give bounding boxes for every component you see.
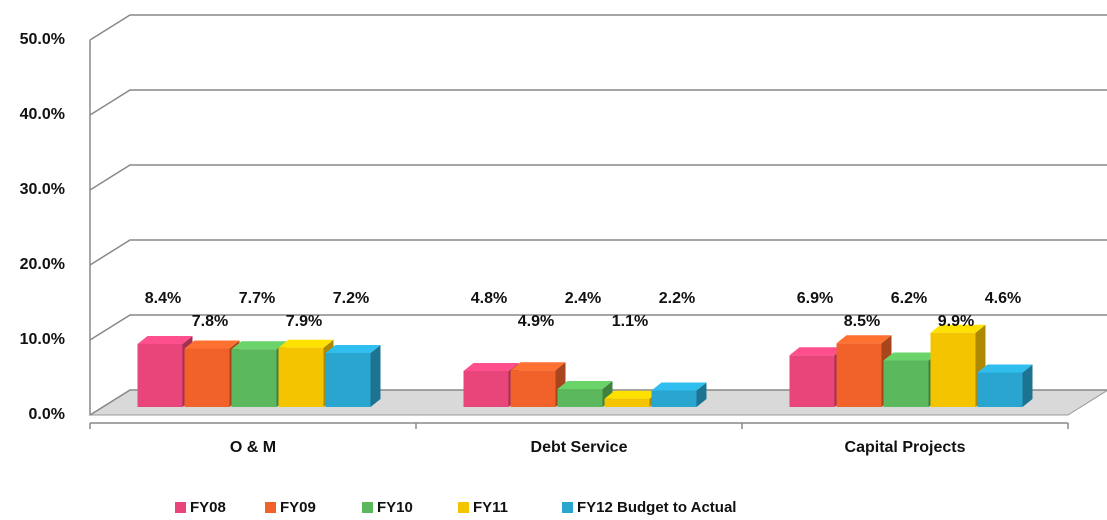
data-label: 4.9% <box>518 313 554 330</box>
bar-top <box>278 339 334 348</box>
bar <box>557 389 603 407</box>
bar <box>325 353 371 407</box>
bar-top <box>184 340 240 349</box>
bar-top <box>883 352 939 361</box>
grid-line <box>89 164 1107 191</box>
data-label: 2.4% <box>565 290 601 307</box>
bar-top <box>836 335 892 344</box>
data-label: 6.9% <box>797 290 833 307</box>
bar-side <box>696 382 707 407</box>
data-label: 7.9% <box>286 313 322 330</box>
legend-label: FY09 <box>280 499 316 516</box>
bar-top <box>930 324 986 333</box>
bar <box>278 347 324 407</box>
bar <box>137 344 183 407</box>
y-tick-label: 30.0% <box>20 181 65 198</box>
data-label: 7.7% <box>239 290 275 307</box>
grid-line <box>89 14 1107 41</box>
legend-swatch <box>458 502 469 513</box>
grid-line <box>89 389 1107 416</box>
data-label: 7.2% <box>333 290 369 307</box>
data-label: 9.9% <box>938 313 974 330</box>
grid-line <box>89 314 1107 341</box>
data-label: 2.2% <box>659 290 695 307</box>
legend-label: FY12 Budget to Actual <box>577 499 736 516</box>
x-tick-label: Debt Service <box>531 439 628 456</box>
bar <box>463 371 509 407</box>
bar-side <box>370 345 381 407</box>
data-label: 4.6% <box>985 290 1021 307</box>
bar <box>510 370 556 407</box>
bar <box>977 372 1023 407</box>
y-tick-label: 50.0% <box>20 31 65 48</box>
bar <box>883 360 929 407</box>
bar <box>184 348 230 407</box>
bar-top <box>977 364 1033 373</box>
data-label: 6.2% <box>891 290 927 307</box>
bar-top <box>325 345 381 353</box>
bar-top <box>789 347 845 356</box>
bar <box>651 390 697 407</box>
data-label: 1.1% <box>612 313 648 330</box>
y-tick-label: 20.0% <box>20 256 65 273</box>
bar <box>604 398 650 407</box>
x-tick-label: O & M <box>230 439 276 456</box>
bar-top <box>510 362 566 371</box>
bar-side <box>1022 364 1033 407</box>
bar-top <box>231 341 287 350</box>
bar <box>231 349 277 407</box>
legend-label: FY10 <box>377 499 413 516</box>
bar-top <box>557 381 613 389</box>
bar-top <box>651 382 707 391</box>
bar-top <box>604 390 660 399</box>
bar-top <box>137 336 193 344</box>
grid-line <box>89 89 1107 116</box>
legend-label: FY08 <box>190 499 226 516</box>
x-tick-label: Capital Projects <box>845 439 966 456</box>
legend-swatch <box>362 502 373 513</box>
bar-top <box>463 363 519 371</box>
legend-swatch <box>175 502 186 513</box>
data-label: 8.5% <box>844 313 880 330</box>
grid-line <box>89 239 1107 266</box>
y-tick-label: 10.0% <box>20 331 65 348</box>
y-tick-label: 40.0% <box>20 106 65 123</box>
legend-swatch <box>265 502 276 513</box>
data-label: 8.4% <box>145 290 181 307</box>
bar <box>930 332 976 407</box>
legend-label: FY11 <box>473 499 508 516</box>
legend-swatch <box>562 502 573 513</box>
bar <box>836 343 882 407</box>
data-label: 7.8% <box>192 313 228 330</box>
y-tick-label: 0.0% <box>29 406 65 423</box>
bar <box>789 355 835 407</box>
data-label: 4.8% <box>471 290 507 307</box>
